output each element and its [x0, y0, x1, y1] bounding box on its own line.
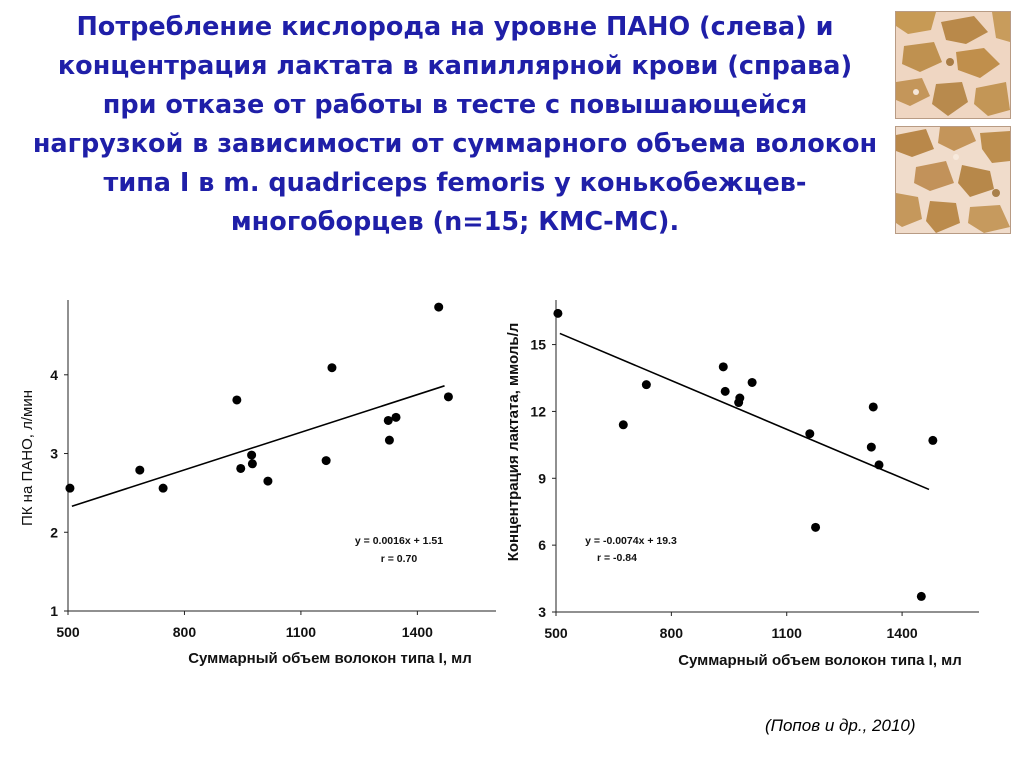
data-point	[65, 483, 75, 493]
page-title: Потребление кислорода на уровне ПАНО (сл…	[32, 12, 878, 237]
data-point	[735, 393, 745, 403]
data-points	[65, 302, 453, 493]
y-tick-label: 3	[50, 446, 58, 462]
data-point	[718, 362, 728, 372]
data-point	[868, 402, 878, 412]
y-tick-label: 9	[538, 470, 546, 486]
data-point	[327, 363, 337, 373]
trend-line	[71, 385, 445, 508]
x-axis: 500 800 1100 1400	[544, 611, 979, 641]
y-tick-label: 3	[538, 604, 546, 620]
data-point	[232, 395, 242, 405]
y-axis-label: Концентрация лактата, ммоль/л	[505, 323, 522, 562]
data-point	[747, 377, 757, 387]
x-axis: 500 800 1100 1400	[56, 610, 496, 640]
data-point	[805, 429, 815, 439]
data-point	[391, 412, 401, 422]
trend-line	[559, 332, 930, 491]
x-tick-label: 800	[660, 625, 684, 641]
muscle-fiber-micrograph-top	[895, 11, 1011, 119]
y-tick-label: 4	[50, 367, 58, 383]
correlation-coefficient: r = -0.84	[597, 552, 637, 564]
y-axis: 1 2 3 4	[50, 300, 69, 619]
y-tick-label: 15	[530, 337, 546, 353]
data-point	[263, 476, 273, 486]
data-point	[618, 420, 628, 430]
data-point	[553, 308, 563, 318]
x-tick-label: 1100	[772, 625, 803, 641]
data-point	[321, 456, 331, 466]
regression-equation: y = 0.0016x + 1.51	[355, 535, 443, 547]
data-point	[443, 392, 453, 402]
data-point	[874, 460, 884, 470]
citation: (Попов и др., 2010)	[765, 716, 916, 735]
data-point	[247, 459, 257, 469]
data-point	[811, 522, 821, 532]
x-axis-label: Суммарный объем волокон типа I, мл	[678, 652, 962, 669]
x-tick-label: 1100	[286, 624, 317, 640]
x-axis-label: Суммарный объем волокон типа I, мл	[188, 650, 472, 667]
y-axis-label: ПК на ПАНО, л/мин	[19, 390, 36, 526]
x-tick-label: 800	[173, 624, 197, 640]
data-point	[158, 483, 168, 493]
x-tick-label: 500	[544, 625, 568, 641]
data-point	[384, 435, 394, 445]
data-points	[553, 308, 938, 601]
y-tick-label: 1	[50, 603, 58, 619]
data-point	[247, 450, 257, 460]
y-tick-label: 6	[538, 537, 546, 553]
y-axis: 3 6 9 12 15	[530, 300, 557, 620]
data-point	[236, 463, 246, 473]
data-point	[720, 386, 730, 396]
x-tick-label: 1400	[402, 624, 433, 640]
data-point	[383, 415, 393, 425]
muscle-fiber-micrograph-bottom	[895, 126, 1011, 234]
data-point	[866, 442, 876, 452]
data-point	[916, 591, 926, 601]
y-tick-label: 2	[50, 524, 58, 540]
data-point	[928, 435, 938, 445]
data-point	[641, 380, 651, 390]
y-tick-label: 12	[530, 403, 546, 419]
data-point	[135, 465, 145, 475]
x-tick-label: 1400	[887, 625, 918, 641]
regression-equation: y = -0.0074x + 19.3	[585, 535, 677, 547]
correlation-coefficient: r = 0.70	[381, 553, 418, 565]
x-tick-label: 500	[56, 624, 80, 640]
data-point	[434, 302, 444, 312]
